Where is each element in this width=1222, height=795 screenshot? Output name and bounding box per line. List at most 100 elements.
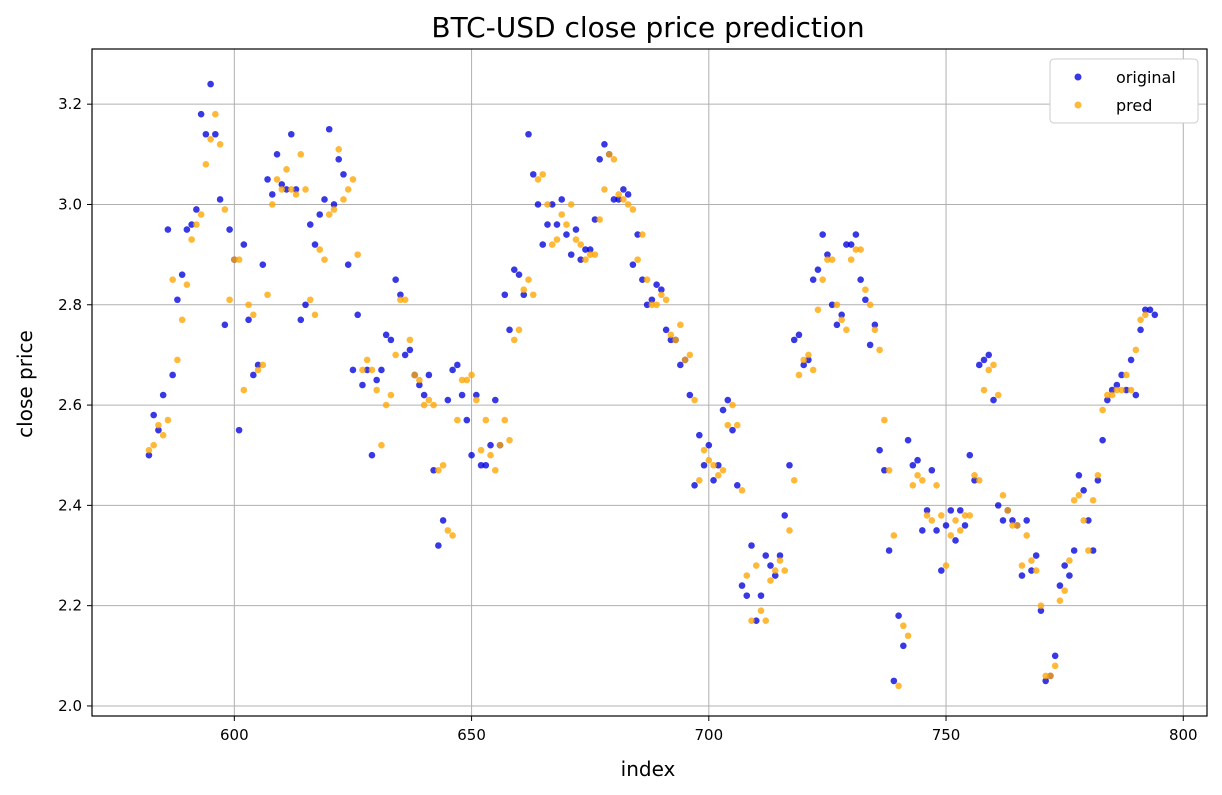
point-pred	[392, 351, 399, 359]
point-original	[985, 351, 993, 359]
point-original	[900, 642, 907, 650]
point-original	[406, 346, 414, 354]
point-pred	[420, 401, 428, 409]
point-original	[904, 436, 912, 444]
point-original	[923, 507, 931, 514]
point-original	[316, 211, 324, 218]
point-pred	[715, 471, 722, 479]
point-pred	[1028, 557, 1035, 564]
point-original	[292, 186, 300, 193]
point-pred	[501, 416, 509, 424]
point-original	[401, 351, 409, 359]
point-pred	[340, 196, 347, 203]
point-pred	[985, 366, 993, 374]
point-pred	[553, 236, 561, 243]
point-original	[691, 482, 698, 489]
point-original	[705, 441, 713, 449]
point-pred	[454, 416, 461, 424]
point-original	[159, 391, 167, 399]
point-original	[586, 246, 594, 253]
point-original	[610, 196, 618, 203]
point-original	[1085, 517, 1092, 524]
point-pred	[316, 246, 324, 253]
point-pred	[278, 186, 286, 193]
point-pred	[757, 607, 765, 614]
point-original	[306, 221, 314, 228]
point-pred	[1051, 662, 1059, 670]
point-pred	[539, 171, 547, 178]
point-original	[501, 291, 509, 299]
point-original	[847, 241, 855, 248]
point-pred	[596, 216, 603, 223]
y-tick-label: 2.6	[58, 396, 82, 414]
legend-marker-pred	[1074, 101, 1082, 109]
point-pred	[1085, 547, 1092, 554]
point-original	[311, 241, 319, 248]
point-pred	[876, 346, 883, 354]
point-pred	[373, 386, 380, 394]
point-original	[430, 466, 437, 474]
point-original	[582, 246, 589, 253]
point-pred	[648, 301, 656, 309]
point-pred	[956, 527, 964, 534]
point-original	[363, 366, 371, 374]
point-pred	[430, 401, 437, 409]
point-pred	[548, 241, 556, 248]
point-original	[454, 361, 461, 369]
point-original	[658, 286, 665, 294]
point-pred	[349, 176, 357, 183]
point-pred	[183, 281, 191, 289]
point-original	[933, 527, 940, 534]
point-pred	[534, 176, 542, 183]
y-tick-label: 2.0	[58, 697, 82, 715]
point-original	[828, 301, 836, 309]
point-pred	[933, 482, 940, 489]
point-pred	[681, 356, 689, 364]
point-original	[852, 231, 860, 238]
point-original	[544, 221, 551, 228]
point-pred	[980, 386, 988, 394]
point-original	[473, 391, 480, 399]
point-pred	[762, 617, 770, 625]
point-original	[359, 381, 366, 389]
point-original	[458, 391, 466, 399]
point-pred	[752, 562, 760, 569]
point-pred	[947, 532, 955, 539]
point-original	[335, 156, 343, 163]
point-original	[795, 331, 803, 339]
point-pred	[975, 476, 983, 484]
point-original	[492, 396, 499, 404]
point-pred	[226, 296, 233, 304]
point-original	[321, 196, 328, 203]
legend-box	[1049, 58, 1199, 124]
point-pred	[197, 211, 205, 218]
point-pred	[207, 135, 214, 143]
point-original	[1146, 306, 1154, 314]
point-pred	[245, 301, 252, 309]
point-original	[733, 482, 741, 489]
point-pred	[767, 577, 774, 584]
point-pred	[188, 236, 195, 243]
point-original	[520, 291, 528, 299]
point-original	[264, 176, 271, 183]
x-tick-label: 800	[1169, 726, 1198, 744]
point-pred	[904, 632, 912, 640]
point-pred	[510, 336, 518, 344]
point-original	[971, 476, 978, 484]
point-original	[344, 261, 352, 268]
point-pred	[435, 466, 442, 474]
point-pred	[653, 301, 660, 309]
point-original	[235, 426, 243, 434]
point-pred	[563, 221, 570, 228]
point-pred	[506, 436, 513, 444]
point-original	[710, 476, 717, 484]
point-pred	[382, 401, 390, 409]
point-original	[620, 186, 627, 193]
point-original	[1132, 391, 1140, 399]
point-original	[145, 451, 153, 459]
point-original	[169, 371, 176, 379]
point-pred	[264, 291, 271, 299]
point-original	[259, 261, 267, 268]
point-original	[838, 311, 845, 319]
